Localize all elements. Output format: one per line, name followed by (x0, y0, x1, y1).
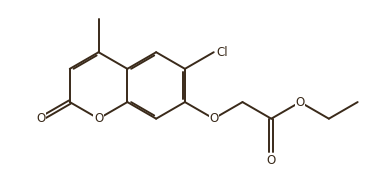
Text: O: O (296, 96, 305, 109)
Text: Cl: Cl (216, 46, 228, 59)
Text: O: O (267, 154, 276, 167)
Text: O: O (209, 112, 218, 125)
Text: O: O (36, 112, 45, 125)
Text: O: O (94, 112, 103, 125)
